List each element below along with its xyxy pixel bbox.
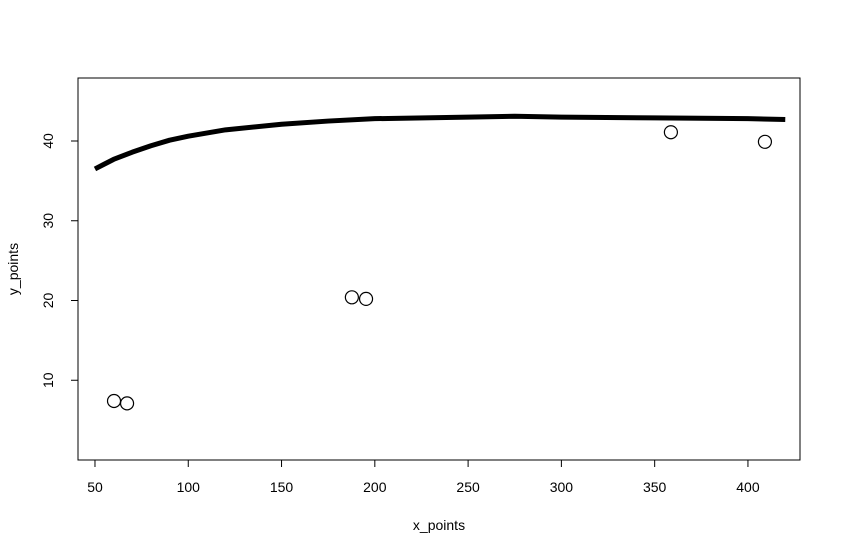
x-tick-label: 50 bbox=[87, 479, 103, 495]
y-tick-label: 30 bbox=[40, 213, 56, 229]
y-axis-label: y_points bbox=[5, 243, 21, 295]
x-tick-label: 250 bbox=[456, 479, 480, 495]
y-tick-label: 40 bbox=[40, 133, 56, 149]
x-tick-label: 150 bbox=[270, 479, 294, 495]
x-tick-label: 400 bbox=[736, 479, 760, 495]
x-tick-label: 200 bbox=[363, 479, 387, 495]
y-tick-label: 20 bbox=[40, 293, 56, 309]
y-tick-label: 10 bbox=[40, 372, 56, 388]
point bbox=[358, 291, 374, 307]
point bbox=[757, 134, 773, 149]
point bbox=[663, 125, 678, 140]
fit-line bbox=[93, 113, 786, 172]
x-tick-label: 100 bbox=[177, 479, 201, 495]
x-tick-label: 300 bbox=[550, 479, 574, 495]
x-axis-label: x_points bbox=[413, 517, 465, 533]
point bbox=[119, 396, 135, 411]
point bbox=[344, 290, 359, 305]
x-tick-label: 350 bbox=[643, 479, 667, 495]
